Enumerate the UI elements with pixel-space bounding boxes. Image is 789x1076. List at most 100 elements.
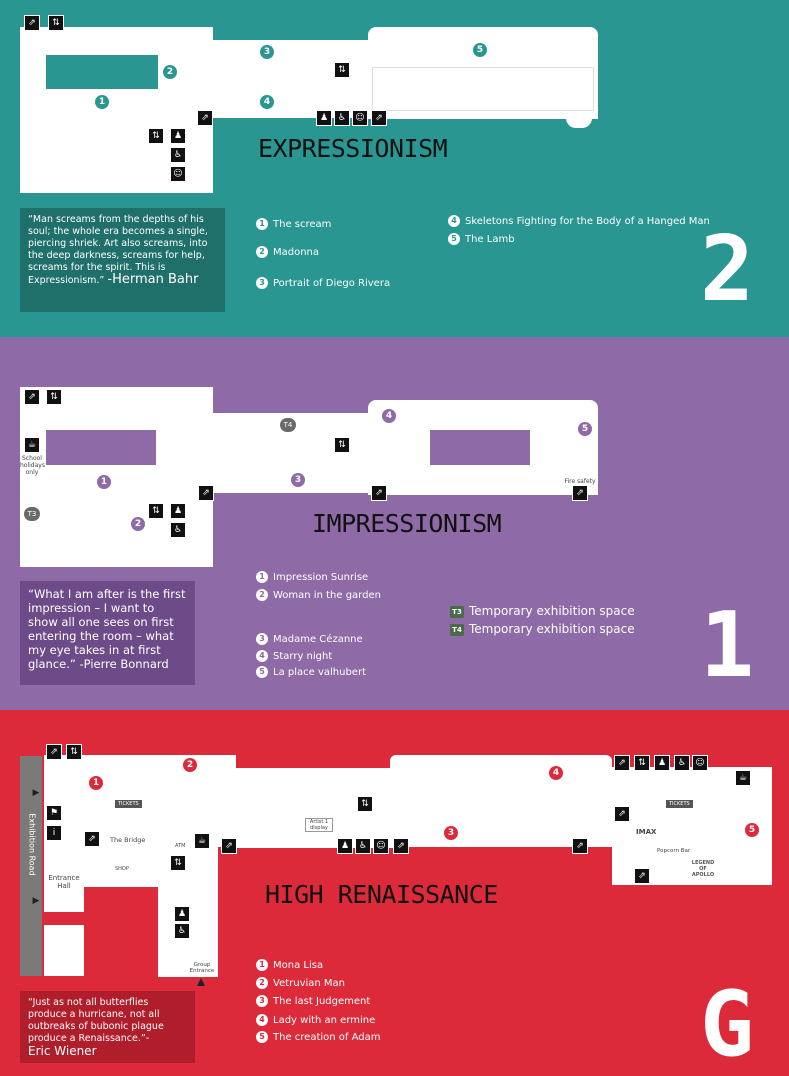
temporary-space-marker[interactable]: T3 xyxy=(24,507,40,521)
group-entrance-label: Group Entrance xyxy=(189,962,215,974)
artwork-marker[interactable]: 1 xyxy=(89,776,103,790)
floor-2-east-wing xyxy=(368,27,598,119)
nav-arrow-icon: ▶ xyxy=(32,896,40,906)
toilet-icon: ♟ xyxy=(174,906,190,922)
artwork-marker[interactable]: 4 xyxy=(382,409,396,423)
toilet-icon: ♟ xyxy=(170,128,186,144)
bridge-area xyxy=(84,847,158,887)
floor-number-label: G xyxy=(700,972,755,1076)
artwork-legend-item: 4 Starry night xyxy=(256,650,332,662)
artwork-legend-item: 5 The creation of Adam xyxy=(256,1031,380,1043)
artwork-marker[interactable]: 3 xyxy=(291,473,305,487)
toilet-icon: ♟ xyxy=(654,755,670,771)
artwork-marker[interactable]: 1 xyxy=(97,475,111,489)
temporary-legend-item: T4 Temporary exhibition space xyxy=(450,622,635,636)
artwork-marker[interactable]: 5 xyxy=(745,823,759,837)
quote-text: “Just as not all butterflies produce a h… xyxy=(28,997,164,1044)
artwork-marker[interactable]: 1 xyxy=(95,95,109,109)
floor-number-label: 2 xyxy=(700,217,755,322)
baby-change-icon: ☺ xyxy=(373,838,389,854)
lift-icon: ⇅ xyxy=(334,437,350,453)
artwork-legend-item: 3 The last Judgement xyxy=(256,995,370,1007)
shop-label: SHOP xyxy=(115,866,129,872)
stairs-icon: ⇗ xyxy=(221,838,237,854)
stairs-icon: ⇗ xyxy=(84,831,100,847)
artwork-legend-item: 3 Madame Cézanne xyxy=(256,633,363,645)
lift-icon: ⇅ xyxy=(66,744,82,760)
fire-safety-note: Fire safety xyxy=(564,478,596,485)
artwork-legend-item: 2 Woman in the garden xyxy=(256,589,381,601)
ground-centre xyxy=(390,755,612,847)
artwork-legend-item: 5 La place valhubert xyxy=(256,666,366,678)
imax-label: IMAX xyxy=(636,828,657,836)
stairs-icon: ⇗ xyxy=(46,744,62,760)
baby-change-icon: ☺ xyxy=(352,110,368,126)
school-holidays-note: School holidays only xyxy=(20,455,45,476)
cafe-icon: ☕ xyxy=(194,833,210,849)
floor-title: EXPRESSIONISM xyxy=(258,134,448,163)
stairs-icon: ⇗ xyxy=(393,838,409,854)
quote-box: “What I am after is the first impression… xyxy=(20,581,195,685)
artwork-marker[interactable]: 3 xyxy=(260,45,274,59)
artwork-marker[interactable]: 4 xyxy=(549,766,563,780)
artwork-legend-item: 1 Impression Sunrise xyxy=(256,571,368,583)
floor-2-east-bump xyxy=(566,110,592,128)
lift-icon: ⇅ xyxy=(148,503,164,519)
quote-text: “What I am after is the first impression… xyxy=(28,587,186,671)
toilet-icon: ♟ xyxy=(337,838,353,854)
artwork-marker[interactable]: 5 xyxy=(578,422,592,436)
artwork-legend-item: 3 Portrait of Diego Rivera xyxy=(256,277,390,289)
entrance-hall-label: Entrance Hall xyxy=(48,874,80,890)
baby-change-icon: ☺ xyxy=(692,755,708,771)
artwork-legend-item: 2 Madonna xyxy=(256,246,319,258)
stairs-icon: ⇗ xyxy=(371,110,387,126)
floor-title: HIGH RENAISSANCE xyxy=(265,880,498,909)
stairs-icon: ⇗ xyxy=(198,485,214,501)
quote-author: -Herman Bahr xyxy=(107,272,199,287)
cloakroom-icon: ⚑ xyxy=(46,805,62,821)
stairs-icon: ⇗ xyxy=(634,868,650,884)
artwork-marker[interactable]: 5 xyxy=(473,43,487,57)
floor-2-corridor xyxy=(190,40,390,118)
artwork-marker[interactable]: 4 xyxy=(260,95,274,109)
stairs-icon: ⇗ xyxy=(24,389,40,405)
artwork-marker[interactable]: 2 xyxy=(163,65,177,79)
artwork-marker[interactable]: 2 xyxy=(183,758,197,772)
quote-box: “Just as not all butterflies produce a h… xyxy=(20,991,195,1063)
accessible-icon: ♿ xyxy=(674,755,690,771)
temporary-legend-item: T3 Temporary exhibition space xyxy=(450,604,635,618)
nav-arrow-icon: ▶ xyxy=(32,788,40,798)
temporary-space-marker[interactable]: T4 xyxy=(280,418,296,432)
artwork-marker[interactable]: 3 xyxy=(444,826,458,840)
floor-1-gallery-room xyxy=(46,430,156,465)
floor-1-panel: ⇗ ⇅ ☕ School holidays only ⇅ ♟ ♿ ⇗ ⇅ ⇗ ⇗… xyxy=(0,337,789,710)
legend-of-apollo-logo: LEGEND OF APOLLO xyxy=(691,860,715,878)
quote-author: Eric Wiener xyxy=(28,1044,97,1058)
quote-text: “Man screams from the depths of his soul… xyxy=(28,214,208,286)
toilet-icon: ♟ xyxy=(316,110,332,126)
exhibition-road-label: Exhibition Road xyxy=(27,813,37,876)
quote-box: “Man screams from the depths of his soul… xyxy=(20,208,225,312)
cafe-icon: ☕ xyxy=(24,437,40,453)
the-bridge-label: The Bridge xyxy=(110,836,146,844)
artwork-legend-item: 1 Mona Lisa xyxy=(256,959,323,971)
floor-g-panel: Exhibition Road Entrance Hall The Bridge… xyxy=(0,710,789,1076)
popcorn-bar-label: Popcorn Bar xyxy=(657,848,691,854)
exhibition-road xyxy=(20,756,42,976)
floor-2-west-wing xyxy=(20,27,213,193)
baby-change-icon: ☺ xyxy=(170,166,186,182)
floor-title: IMPRESSIONISM xyxy=(312,509,502,538)
ground-lower-left xyxy=(44,925,84,976)
floor-2-panel: ⇗ ⇅ ⇅ ♟ ♿ ☺ ⇗ ⇅ ♟ ♿ ☺ ⇗ 1 2 3 4 5 EXPRES… xyxy=(0,0,789,337)
stairs-icon: ⇗ xyxy=(197,110,213,126)
accessible-icon: ♿ xyxy=(174,923,190,939)
artwork-legend-item: 1 The scream xyxy=(256,218,331,230)
artwork-marker[interactable]: 2 xyxy=(131,517,145,531)
lift-icon: ⇅ xyxy=(48,15,64,31)
floor-1-west-wing xyxy=(20,387,213,567)
lift-icon: ⇅ xyxy=(334,62,350,78)
lift-icon: ⇅ xyxy=(46,389,62,405)
lift-icon: ⇅ xyxy=(634,755,650,771)
stairs-icon: ⇗ xyxy=(614,755,630,771)
artwork-legend-item: 2 Vetruvian Man xyxy=(256,977,345,989)
